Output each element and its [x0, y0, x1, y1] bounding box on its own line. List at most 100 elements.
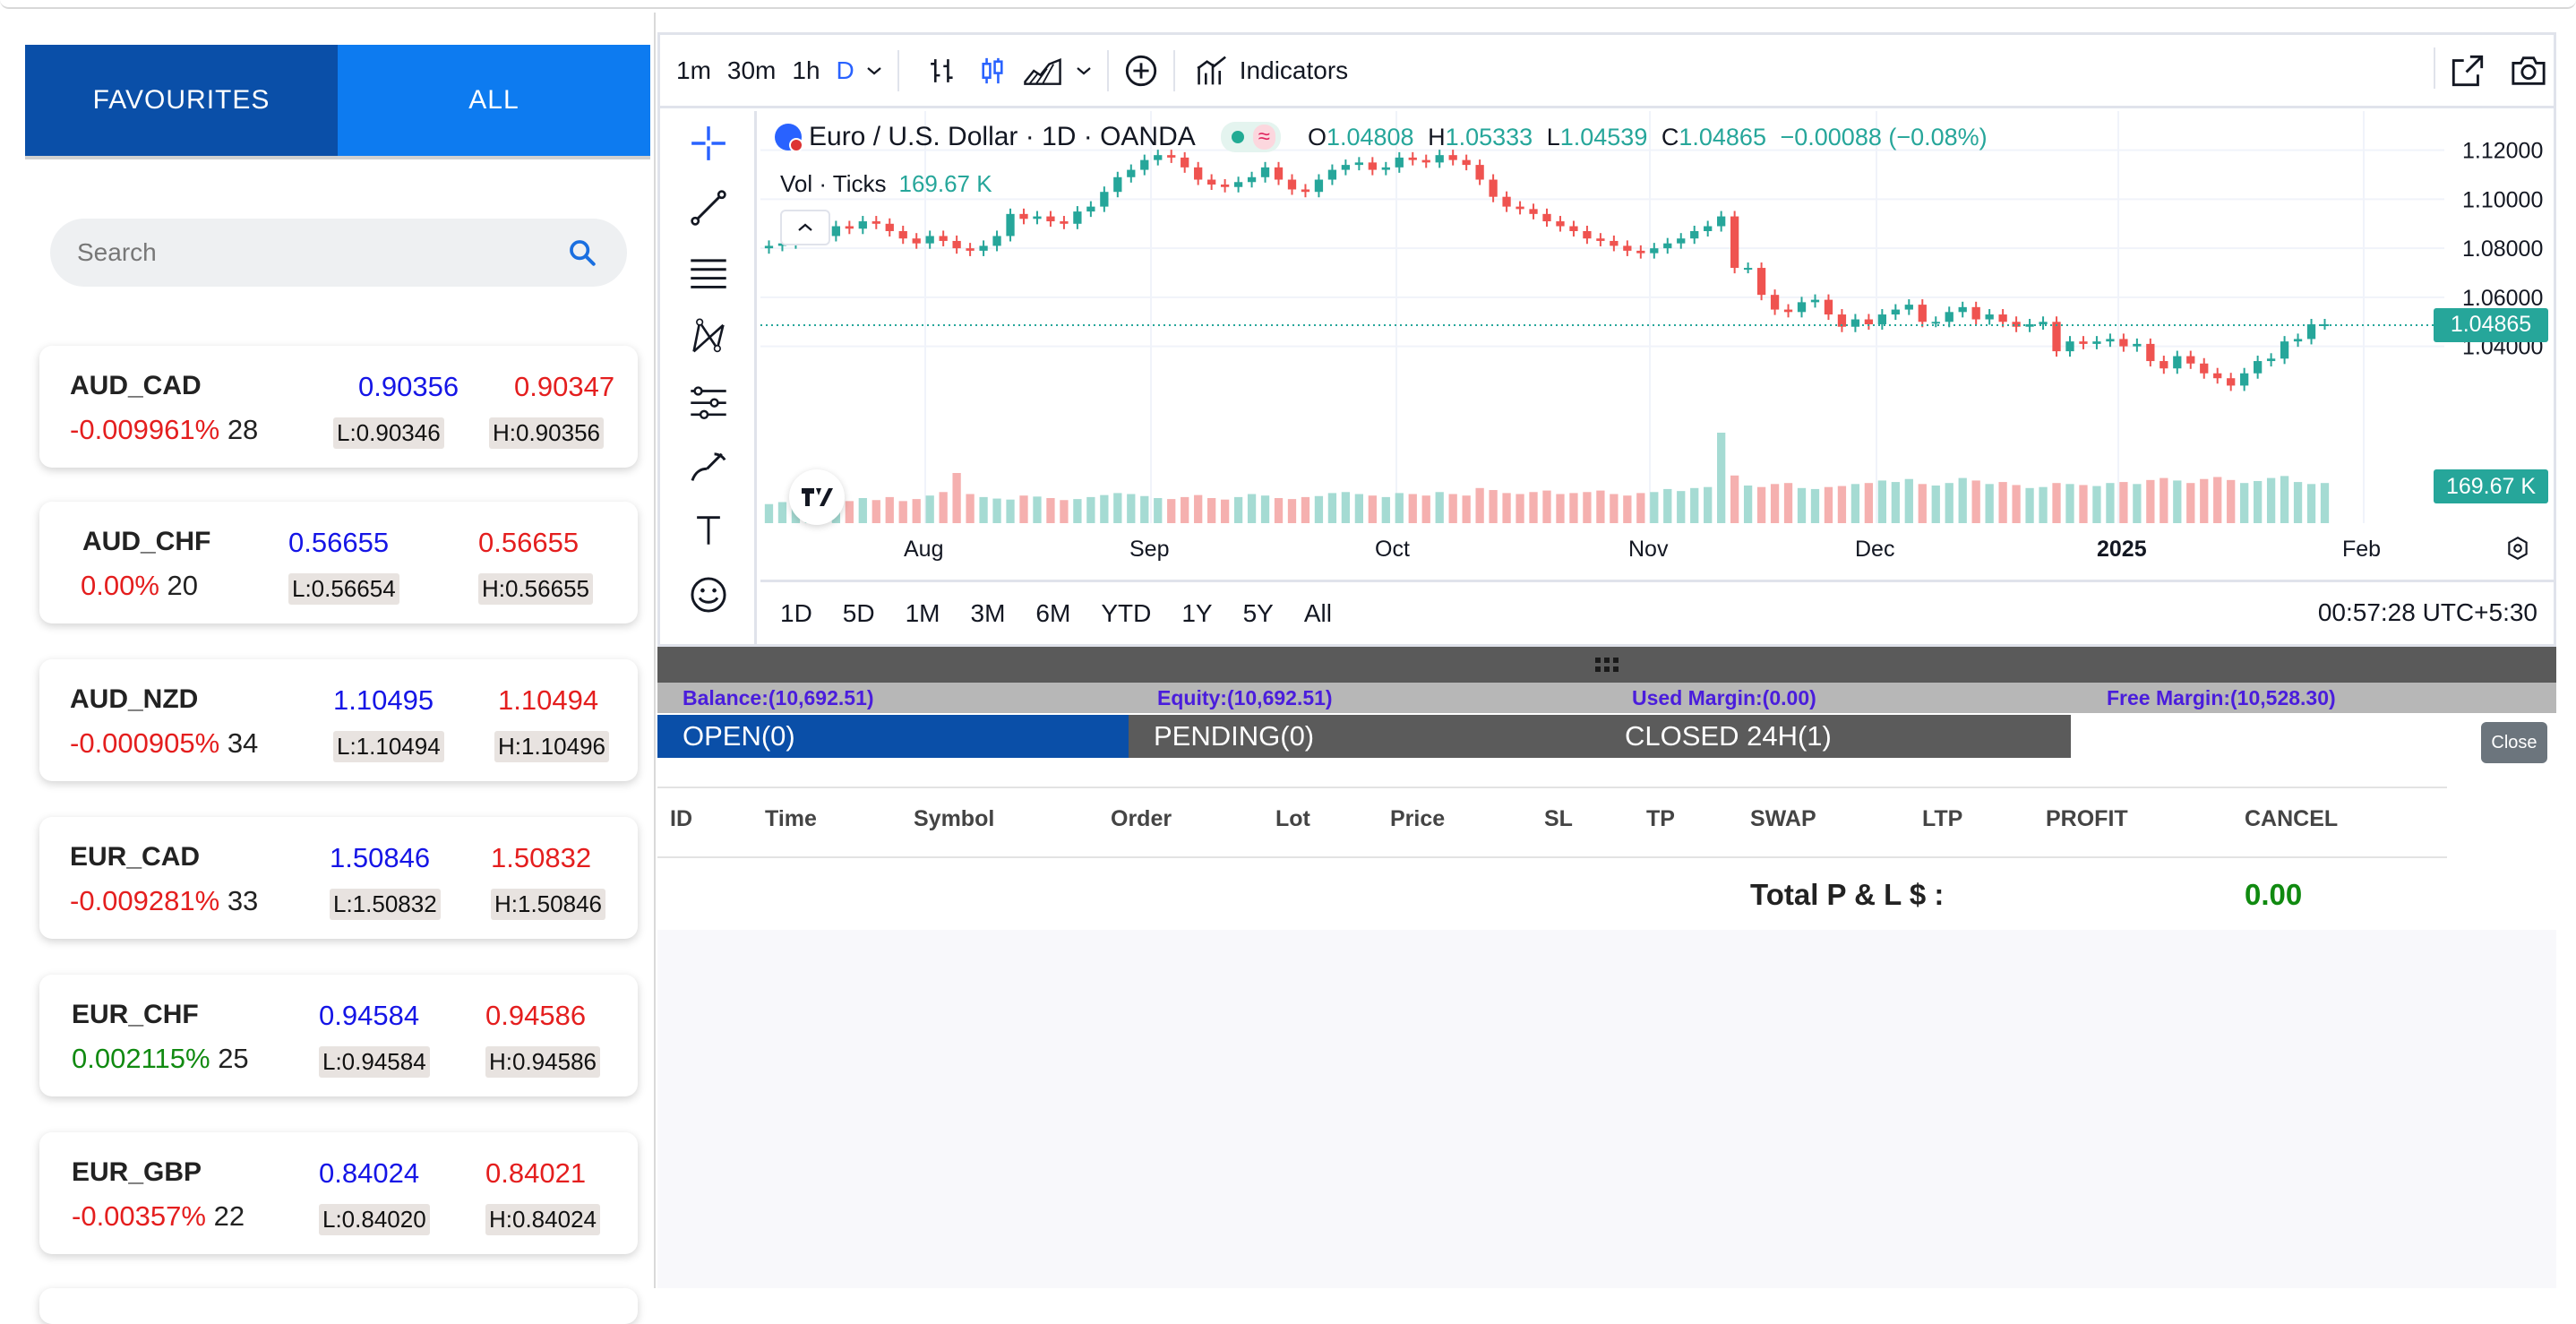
camera-icon[interactable] — [2509, 51, 2548, 90]
chart-plot-area[interactable]: 1.12000 1.10000 1.08000 1.06000 1.04000 Aug S… — [760, 111, 2555, 577]
crosshair-icon[interactable] — [683, 118, 734, 168]
range-3m[interactable]: 3M — [970, 598, 1006, 627]
volume-bar — [1381, 496, 1390, 523]
candle-body — [1596, 238, 1605, 241]
candle-body — [1327, 169, 1337, 180]
candle-body — [858, 221, 867, 229]
indicators-button[interactable]: Indicators — [1239, 56, 1349, 84]
volume-bar — [1354, 494, 1364, 523]
chevron-down-icon[interactable] — [1073, 51, 1095, 90]
collapse-legend-button[interactable] — [780, 210, 830, 245]
candle-body — [1623, 245, 1632, 251]
range-1y[interactable]: 1Y — [1181, 598, 1213, 627]
bid-price[interactable]: 0.90356 — [358, 371, 459, 402]
instrument-card[interactable]: AUD_NZD -0.000905% 34 1.10495 1.10494 L:1.10… — [39, 659, 638, 781]
ask-price[interactable]: 0.56655 — [478, 527, 580, 558]
volume-bar — [1462, 495, 1471, 523]
bar-chart-icon[interactable] — [923, 51, 962, 90]
ask-price[interactable]: 1.10494 — [498, 684, 599, 716]
candle-body — [952, 240, 961, 249]
candle-body — [2106, 339, 2115, 342]
range-5y[interactable]: 5Y — [1242, 598, 1274, 627]
account-summary: Balance:(10,692.51) Equity:(10,692.51) U… — [657, 683, 2556, 713]
settings-gear-icon[interactable] — [2500, 530, 2536, 566]
candle-body — [1985, 314, 1994, 320]
tab-all[interactable]: ALL — [338, 45, 650, 156]
bid-price[interactable]: 1.10495 — [333, 684, 434, 716]
panel-resize-handle[interactable] — [657, 647, 2556, 683]
timeframe-1m[interactable]: 1m — [676, 56, 711, 84]
fib-retracement-icon[interactable] — [683, 247, 734, 297]
chart-clock[interactable]: 00:57:28 UTC+5:30 — [2317, 598, 2537, 626]
volume-bar — [1341, 492, 1351, 523]
trend-line-icon[interactable] — [683, 183, 734, 233]
range-ytd[interactable]: YTD — [1101, 598, 1152, 627]
tab-closed-orders[interactable]: CLOSED 24H(1) — [1600, 715, 2071, 758]
instrument-card[interactable]: EUR_CAD -0.009281% 33 1.50846 1.50832 L:1.50… — [39, 817, 638, 939]
bid-price[interactable]: 1.50846 — [330, 842, 431, 873]
volume-bar — [1663, 488, 1672, 523]
ask-price[interactable]: 0.94586 — [485, 1000, 587, 1031]
range-6m[interactable]: 6M — [1035, 598, 1071, 627]
free-margin-value: Free Margin:(10,528.30) — [2107, 686, 2336, 709]
col-swap: SWAP — [1750, 806, 1816, 831]
volume-bar — [2306, 484, 2316, 523]
emoji-icon[interactable] — [683, 570, 734, 620]
tab-open-orders[interactable]: OPEN(0) — [657, 715, 1129, 758]
volume-bar — [979, 496, 988, 523]
timeframe-d[interactable]: D — [836, 56, 854, 84]
search-input[interactable] — [77, 238, 564, 267]
bid-price[interactable]: 0.94584 — [319, 1000, 420, 1031]
candles-icon[interactable] — [973, 51, 1012, 90]
candle-body — [1650, 248, 1659, 254]
chevron-down-icon[interactable] — [863, 51, 885, 90]
symbol-title[interactable]: Euro / U.S. Dollar · 1D · OANDA — [809, 122, 1196, 151]
instrument-card[interactable] — [39, 1288, 638, 1324]
indicators-icon[interactable] — [1193, 51, 1232, 90]
brush-icon[interactable] — [683, 441, 734, 491]
range-1m[interactable]: 1M — [905, 598, 940, 627]
range-bar: 1D 5D 1M 3M 6M YTD 1Y 5Y All 00:57:28 UT… — [760, 580, 2555, 644]
candle-body — [1073, 211, 1082, 224]
tab-favourites[interactable]: FAVOURITES — [25, 45, 338, 156]
watchlist-tabs: FAVOURITES ALL — [25, 45, 650, 159]
close-button[interactable]: Close — [2481, 722, 2547, 763]
candle-body — [1287, 179, 1297, 190]
range-1d[interactable]: 1D — [780, 598, 812, 627]
ask-price[interactable]: 1.50832 — [491, 842, 592, 873]
instrument-symbol: AUD_NZD — [70, 684, 199, 714]
market-status[interactable]: ≈ — [1220, 122, 1281, 152]
text-icon[interactable] — [683, 505, 734, 555]
chart-legend: Euro / U.S. Dollar · 1D · OANDA ≈ O1.048… — [775, 122, 1988, 152]
col-sl: SL — [1544, 806, 1573, 831]
col-price: Price — [1390, 806, 1446, 831]
tab-pending-orders[interactable]: PENDING(0) — [1129, 715, 1600, 758]
ask-price[interactable]: 0.90347 — [514, 371, 615, 402]
area-chart-icon[interactable] — [1023, 51, 1062, 90]
compare-plus-icon[interactable] — [1121, 51, 1161, 90]
volume-bar — [1260, 495, 1270, 523]
fullscreen-icon[interactable] — [2448, 51, 2487, 90]
range-all[interactable]: All — [1303, 598, 1332, 627]
search-icon[interactable] — [564, 235, 600, 271]
instrument-card[interactable]: AUD_CHF 0.00% 20 0.56655 0.56655 L:0.56654 H:… — [39, 502, 638, 623]
bid-price[interactable]: 0.56655 — [288, 527, 390, 558]
timeframe-30m[interactable]: 30m — [726, 56, 777, 84]
candle-body — [1354, 162, 1364, 166]
instrument-card[interactable]: AUD_CAD -0.009961% 28 0.90356 0.90347 L:0.90… — [39, 346, 638, 468]
low-price: L:0.90346 — [333, 417, 444, 449]
pattern-icon[interactable] — [683, 312, 734, 362]
instrument-card[interactable]: EUR_CHF 0.002115% 25 0.94584 0.94586 L:0.945… — [39, 975, 638, 1096]
prediction-icon[interactable] — [683, 376, 734, 426]
volume-bar — [2039, 486, 2048, 523]
tradingview-logo-icon[interactable] — [789, 469, 845, 525]
candle-body — [1167, 155, 1176, 158]
instrument-card[interactable]: EUR_GBP -0.00357% 22 0.84024 0.84021 L:0.840… — [39, 1132, 638, 1254]
timeframe-1h[interactable]: 1h — [792, 56, 820, 84]
candle-body — [2146, 343, 2155, 362]
candle-body — [2160, 361, 2168, 369]
ask-price[interactable]: 0.84021 — [485, 1157, 587, 1189]
range-5d[interactable]: 5D — [842, 598, 875, 627]
candle-body — [1556, 221, 1565, 227]
bid-price[interactable]: 0.84024 — [319, 1157, 420, 1189]
